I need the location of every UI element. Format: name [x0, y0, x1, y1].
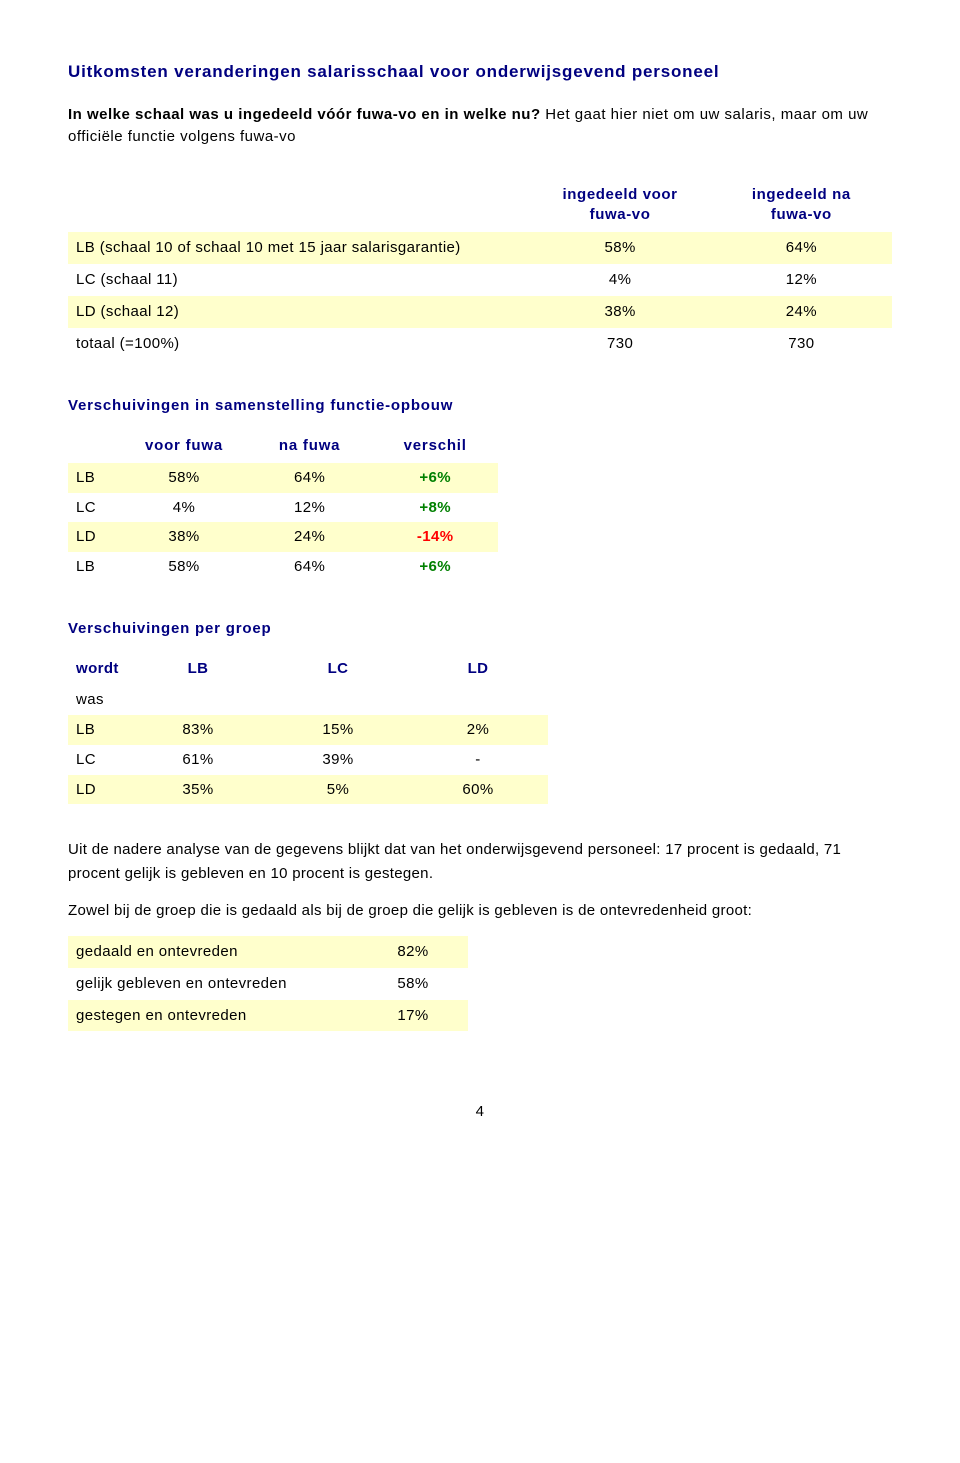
table-row: LD 35% 5% 60% [68, 775, 548, 805]
table-row: LC (schaal 11) 4% 12% [68, 264, 892, 296]
table1-r0-v2: 64% [711, 232, 892, 264]
table2-r0-diff: +6% [372, 463, 498, 493]
table3-h1: LC [268, 654, 408, 686]
table2-r1-diff: +8% [372, 493, 498, 523]
table-shifts-per-group: wordt LB LC LD was LB 83% 15% 2% LC 61% … [68, 654, 548, 805]
table-row: LD 38% 24% -14% [68, 522, 498, 552]
table2-h2: verschil [372, 431, 498, 463]
table4-r2-label: gestegen en ontevreden [68, 1000, 358, 1032]
table4-r1-v: 58% [358, 968, 468, 1000]
table1-r0-label: LB (schaal 10 of schaal 10 met 15 jaar s… [68, 232, 529, 264]
table2-r0-v2: 64% [247, 463, 373, 493]
table3-r0-v1: 83% [128, 715, 268, 745]
table-shifts-composition: voor fuwa na fuwa verschil LB 58% 64% +6… [68, 431, 498, 582]
table2-r3-label: LB [68, 552, 121, 582]
table2-r3-v2: 64% [247, 552, 373, 582]
table-row: gelijk gebleven en ontevreden 58% [68, 968, 468, 1000]
table2-r2-diff: -14% [372, 522, 498, 552]
table4-r2-v: 17% [358, 1000, 468, 1032]
intro-paragraph: In welke schaal was u ingedeeld vóór fuw… [68, 104, 892, 148]
table-row: LB 83% 15% 2% [68, 715, 548, 745]
table2-r1-v2: 12% [247, 493, 373, 523]
table3-r2-v2: 5% [268, 775, 408, 805]
table3-r1-v3: - [408, 745, 548, 775]
table-row: LC 4% 12% +8% [68, 493, 498, 523]
table3-r1-v2: 39% [268, 745, 408, 775]
table-row: was [68, 685, 548, 715]
table2-h0: voor fuwa [121, 431, 247, 463]
table4-r1-label: gelijk gebleven en ontevreden [68, 968, 358, 1000]
table1-header-before: ingedeeld voorfuwa-vo [529, 181, 710, 232]
table4-r0-v: 82% [358, 936, 468, 968]
table3-h0: LB [128, 654, 268, 686]
table2-r2-label: LD [68, 522, 121, 552]
table3-r1-label: LC [68, 745, 128, 775]
heading-shifts-per-group: Verschuivingen per groep [68, 618, 892, 640]
table3-corner: wordt [68, 654, 128, 686]
table1-r3-v1: 730 [529, 328, 710, 360]
table-row: gedaald en ontevreden 82% [68, 936, 468, 968]
heading-shifts-composition: Verschuivingen in samenstelling functie-… [68, 395, 892, 417]
table2-r0-label: LB [68, 463, 121, 493]
table2-r3-diff: +6% [372, 552, 498, 582]
table1-r0-v1: 58% [529, 232, 710, 264]
table1-header-after: ingedeeld nafuwa-vo [711, 181, 892, 232]
table-row: totaal (=100%) 730 730 [68, 328, 892, 360]
table3-rowhead: was [68, 685, 128, 715]
table4-r0-label: gedaald en ontevreden [68, 936, 358, 968]
page-number: 4 [68, 1101, 892, 1123]
table-row: LB (schaal 10 of schaal 10 met 15 jaar s… [68, 232, 892, 264]
table2-r1-label: LC [68, 493, 121, 523]
table2-r1-v1: 4% [121, 493, 247, 523]
table1-r3-v2: 730 [711, 328, 892, 360]
table-dissatisfaction: gedaald en ontevreden 82% gelijk gebleve… [68, 936, 468, 1031]
table3-r0-v2: 15% [268, 715, 408, 745]
table-row: LD (schaal 12) 38% 24% [68, 296, 892, 328]
table-row: gestegen en ontevreden 17% [68, 1000, 468, 1032]
table2-h1: na fuwa [247, 431, 373, 463]
table-row: LB 58% 64% +6% [68, 552, 498, 582]
table3-r0-v3: 2% [408, 715, 548, 745]
table2-r2-v1: 38% [121, 522, 247, 552]
table-scale-before-after: ingedeeld voorfuwa-vo ingedeeld nafuwa-v… [68, 181, 892, 359]
table1-r2-v1: 38% [529, 296, 710, 328]
table3-r0-label: LB [68, 715, 128, 745]
table3-r1-v1: 61% [128, 745, 268, 775]
analysis-paragraph-1: Uit de nadere analyse van de gegevens bl… [68, 838, 892, 885]
table1-r2-v2: 24% [711, 296, 892, 328]
table3-r2-v3: 60% [408, 775, 548, 805]
table3-r2-v1: 35% [128, 775, 268, 805]
table3-h2: LD [408, 654, 548, 686]
table2-r2-v2: 24% [247, 522, 373, 552]
table1-r1-label: LC (schaal 11) [68, 264, 529, 296]
table1-r1-v2: 12% [711, 264, 892, 296]
table2-r3-v1: 58% [121, 552, 247, 582]
table1-r2-label: LD (schaal 12) [68, 296, 529, 328]
table2-r0-v1: 58% [121, 463, 247, 493]
table1-r1-v1: 4% [529, 264, 710, 296]
table-row: LB 58% 64% +6% [68, 463, 498, 493]
table1-r3-label: totaal (=100%) [68, 328, 529, 360]
table3-r2-label: LD [68, 775, 128, 805]
table-row: LC 61% 39% - [68, 745, 548, 775]
page-title: Uitkomsten veranderingen salarisschaal v… [68, 60, 892, 84]
analysis-paragraph-2: Zowel bij de groep die is gedaald als bi… [68, 899, 892, 922]
intro-bold: In welke schaal was u ingedeeld vóór fuw… [68, 106, 541, 123]
